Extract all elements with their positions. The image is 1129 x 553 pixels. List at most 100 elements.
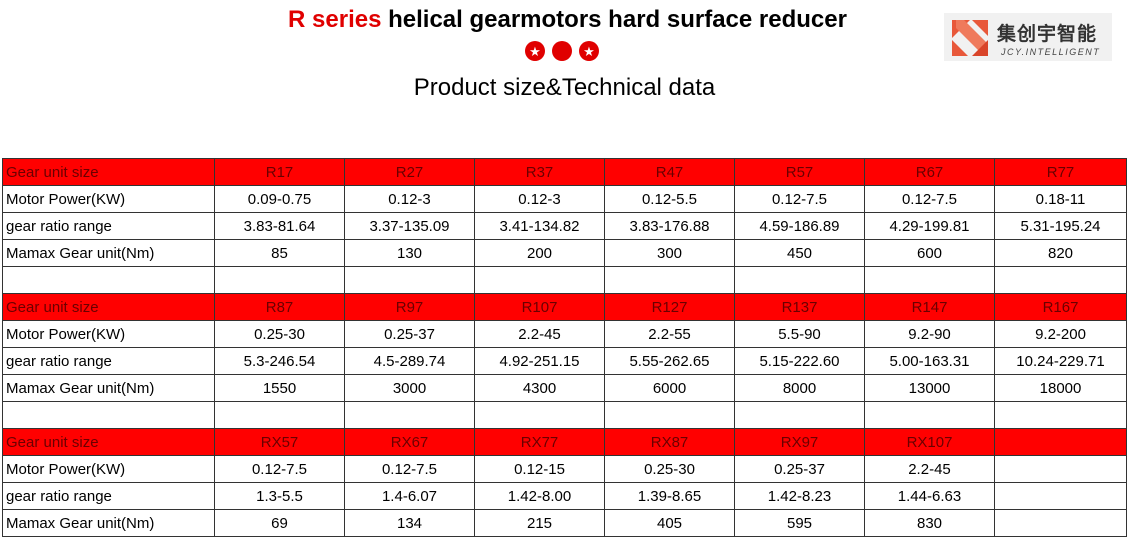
row-label-cell: Mamax Gear unit(Nm) xyxy=(2,374,215,402)
model-cell xyxy=(994,428,1127,456)
value-cell: 3000 xyxy=(344,374,475,402)
value-cell: 8000 xyxy=(734,374,865,402)
value-cell: 0.12-5.5 xyxy=(604,185,735,213)
row-label-cell: Mamax Gear unit(Nm) xyxy=(2,509,215,537)
power-row: Motor Power(KW) 0.25-30 0.25-37 2.2-45 2.2-5… xyxy=(2,320,1127,348)
value-cell: 1.44-6.63 xyxy=(864,482,995,510)
value-cell: 0.25-30 xyxy=(604,455,735,483)
value-cell: 0.25-37 xyxy=(344,320,475,348)
model-cell: R147 xyxy=(864,293,995,321)
value-cell: 0.12-7.5 xyxy=(214,455,345,483)
value-cell: 0.12-7.5 xyxy=(734,185,865,213)
value-cell: 830 xyxy=(864,509,995,537)
model-cell: R17 xyxy=(214,158,345,186)
empty-cell xyxy=(2,401,215,429)
value-cell: 3.83-176.88 xyxy=(604,212,735,240)
value-cell: 2.2-55 xyxy=(604,320,735,348)
value-cell: 1.42-8.00 xyxy=(474,482,605,510)
header-label-cell: Gear unit size xyxy=(2,293,215,321)
model-cell: R127 xyxy=(604,293,735,321)
empty-cell xyxy=(864,401,995,429)
value-cell: 405 xyxy=(604,509,735,537)
page-subtitle: Product size&Technical data xyxy=(413,74,716,101)
value-cell: 85 xyxy=(214,239,345,267)
empty-cell xyxy=(474,266,605,294)
empty-cell xyxy=(2,266,215,294)
empty-cell xyxy=(344,401,475,429)
section-header-row: Gear unit size RX57 RX67 RX77 RX87 RX97 RX107 xyxy=(2,428,1127,456)
empty-cell xyxy=(474,401,605,429)
value-cell: 6000 xyxy=(604,374,735,402)
value-cell: 0.25-30 xyxy=(214,320,345,348)
value-cell: 450 xyxy=(734,239,865,267)
brand-name-cn: 集创宇智能 xyxy=(997,23,1098,45)
section-header-row: Gear unit size R87 R97 R107 R127 R137 R147 R167 xyxy=(2,293,1127,321)
model-cell: RX87 xyxy=(604,428,735,456)
value-cell: 0.09-0.75 xyxy=(214,185,345,213)
value-cell: 134 xyxy=(344,509,475,537)
header-label-cell: Gear unit size xyxy=(2,158,215,186)
value-cell: 215 xyxy=(474,509,605,537)
power-row: Motor Power(KW) 0.09-0.75 0.12-3 0.12-3 0.12… xyxy=(2,185,1127,213)
value-cell: 3.41-134.82 xyxy=(474,212,605,240)
row-label-cell: gear ratio range xyxy=(2,482,215,510)
spacer-row xyxy=(2,266,1127,294)
model-cell: RX67 xyxy=(344,428,475,456)
title-rest: helical gearmotors hard surface reducer xyxy=(381,6,847,33)
value-cell: 1550 xyxy=(214,374,345,402)
value-cell: 5.5-90 xyxy=(734,320,865,348)
model-cell: R77 xyxy=(994,158,1127,186)
spec-table-body: Gear unit size R17 R27 R37 R47 R57 R67 R77 Motor… xyxy=(2,158,1127,537)
model-cell: R67 xyxy=(864,158,995,186)
value-cell: 1.42-8.23 xyxy=(734,482,865,510)
value-cell: 5.15-222.60 xyxy=(734,347,865,375)
brand-logo-icon xyxy=(952,20,988,56)
value-cell: 0.12-3 xyxy=(474,185,605,213)
model-cell: R167 xyxy=(994,293,1127,321)
value-cell: 9.2-90 xyxy=(864,320,995,348)
model-cell: R97 xyxy=(344,293,475,321)
empty-cell xyxy=(604,266,735,294)
model-cell: R137 xyxy=(734,293,865,321)
value-cell: 13000 xyxy=(864,374,995,402)
star-circle-icon: ★ xyxy=(525,41,545,61)
value-cell: 5.00-163.31 xyxy=(864,347,995,375)
circle-icon xyxy=(552,41,572,61)
value-cell: 200 xyxy=(474,239,605,267)
row-label-cell: Motor Power(KW) xyxy=(2,320,215,348)
value-cell: 9.2-200 xyxy=(994,320,1127,348)
row-label-cell: Motor Power(KW) xyxy=(2,455,215,483)
value-cell: 5.55-262.65 xyxy=(604,347,735,375)
empty-cell xyxy=(994,266,1127,294)
empty-cell xyxy=(344,266,475,294)
value-cell: 4.29-199.81 xyxy=(864,212,995,240)
value-cell: 300 xyxy=(604,239,735,267)
value-cell xyxy=(994,482,1127,510)
model-cell: RX57 xyxy=(214,428,345,456)
row-label-cell: gear ratio range xyxy=(2,212,215,240)
value-cell xyxy=(994,509,1127,537)
model-cell: R107 xyxy=(474,293,605,321)
value-cell: 69 xyxy=(214,509,345,537)
model-cell: RX77 xyxy=(474,428,605,456)
row-label-cell: Motor Power(KW) xyxy=(2,185,215,213)
value-cell: 2.2-45 xyxy=(864,455,995,483)
empty-cell xyxy=(864,266,995,294)
torque-row: Mamax Gear unit(Nm) 69 134 215 405 595 830 xyxy=(2,509,1127,537)
value-cell: 3.37-135.09 xyxy=(344,212,475,240)
empty-cell xyxy=(734,401,865,429)
torque-row: Mamax Gear unit(Nm) 85 130 200 300 450 600 820 xyxy=(2,239,1127,267)
ratio-row: gear ratio range 3.83-81.64 3.37-135.09 3.4… xyxy=(2,212,1127,240)
value-cell: 130 xyxy=(344,239,475,267)
value-cell: 0.25-37 xyxy=(734,455,865,483)
value-cell: 0.12-7.5 xyxy=(864,185,995,213)
value-cell: 0.18-11 xyxy=(994,185,1127,213)
value-cell: 3.83-81.64 xyxy=(214,212,345,240)
value-cell: 0.12-15 xyxy=(474,455,605,483)
value-cell: 820 xyxy=(994,239,1127,267)
row-label-cell: Mamax Gear unit(Nm) xyxy=(2,239,215,267)
page-title: R series helical gearmotors hard surface… xyxy=(0,6,1129,34)
rating-icons: ★ ★ xyxy=(525,41,599,61)
empty-cell xyxy=(214,401,345,429)
section-header-row: Gear unit size R17 R27 R37 R47 R57 R67 R77 xyxy=(2,158,1127,186)
